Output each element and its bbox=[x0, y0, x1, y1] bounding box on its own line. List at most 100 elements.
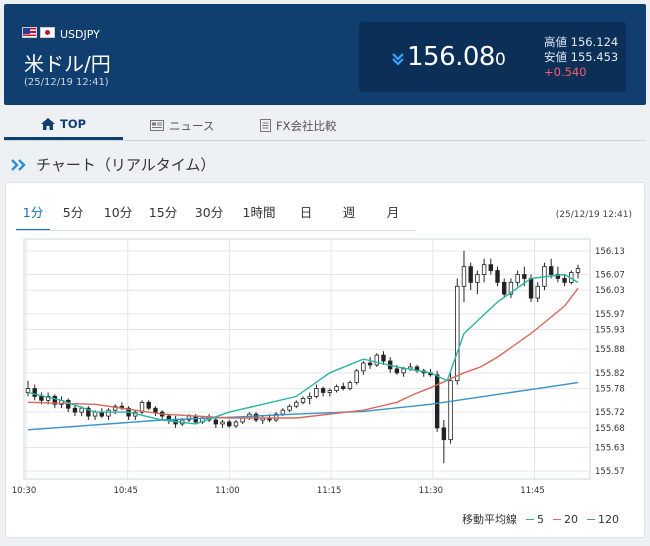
y-tick-label: 155.78 bbox=[595, 385, 625, 395]
interval-4[interactable]: 30分 bbox=[194, 205, 224, 220]
rate-box: 156.080 高値 156.124 安値 155.453 +0.540 bbox=[359, 22, 626, 92]
double-chevron-icon bbox=[11, 158, 26, 171]
candle-body bbox=[227, 421, 232, 427]
candle-body bbox=[508, 281, 514, 295]
candle-body bbox=[39, 396, 44, 401]
candle-body bbox=[502, 281, 507, 295]
interval-6[interactable]: 日 bbox=[299, 205, 313, 220]
legend-ma120-label: 120 bbox=[598, 512, 619, 526]
chart-timestamp: (25/12/19 12:41) bbox=[555, 210, 632, 220]
pair-name: 米ドル/円 bbox=[24, 52, 111, 76]
candle-body bbox=[515, 274, 520, 283]
candle-body bbox=[106, 409, 111, 417]
candlestick-chart: 156.13 156.07 156.03 155.97 155.93 155.88 155.… bbox=[12, 238, 625, 496]
candle-body bbox=[334, 386, 339, 391]
candle-body bbox=[562, 278, 567, 283]
low-label: 安値 bbox=[544, 50, 567, 64]
legend-item-ma120: 120 bbox=[583, 513, 619, 526]
interval-7[interactable]: 週 bbox=[342, 205, 356, 220]
chart-card: 1分 5分 10分 15分 30分 1時間日週月 (25/12/19 12:41) 156… bbox=[5, 182, 645, 538]
tab-fx-label: FX会社比較 bbox=[276, 118, 337, 133]
legend-label: 移動平均線 bbox=[462, 513, 517, 526]
x-tick-label: 10:45 bbox=[113, 486, 138, 496]
candle-body bbox=[341, 386, 346, 389]
candle-body bbox=[495, 270, 500, 283]
candle-body bbox=[434, 374, 440, 429]
candle-body bbox=[79, 407, 84, 413]
candle-body bbox=[153, 407, 158, 413]
plot-frame bbox=[23, 238, 591, 480]
candle-body bbox=[528, 278, 534, 299]
tab-top-label: TOP bbox=[59, 117, 87, 131]
candle-body bbox=[52, 396, 58, 405]
candle-body bbox=[488, 264, 494, 271]
ma5-line bbox=[27, 273, 579, 425]
interval-1[interactable]: 5分 bbox=[62, 205, 84, 220]
candle-body bbox=[320, 388, 326, 393]
high-label: 高値 bbox=[544, 35, 567, 49]
legend-item-ma20: 20 bbox=[549, 513, 578, 526]
us-flag-icon bbox=[22, 27, 37, 38]
price-change: +0.540 bbox=[544, 65, 587, 79]
candle-body bbox=[253, 413, 259, 421]
tab-news[interactable]: ニュース bbox=[150, 111, 214, 140]
y-tick-label: 155.63 bbox=[595, 444, 625, 454]
tab-bar: TOP ニュース FX会社比較 bbox=[4, 111, 646, 141]
interval-3[interactable]: 15分 bbox=[148, 205, 178, 220]
interval-8[interactable]: 月 bbox=[386, 205, 400, 220]
x-tick-label: 11:15 bbox=[317, 486, 342, 496]
tab-top[interactable]: TOP bbox=[4, 111, 123, 140]
candle-body bbox=[461, 266, 467, 287]
candle-body bbox=[213, 419, 219, 425]
candle-body bbox=[455, 285, 460, 382]
high-value: 156.124 bbox=[570, 35, 619, 49]
y-tick-label: 155.88 bbox=[595, 345, 625, 355]
y-tick-label: 155.57 bbox=[595, 467, 625, 477]
high-price: 高値 156.124 bbox=[544, 34, 618, 50]
quote-timestamp: (25/12/19 12:41) bbox=[24, 77, 109, 88]
y-tick-label: 155.97 bbox=[595, 310, 625, 320]
low-value: 155.453 bbox=[570, 50, 619, 64]
newspaper-icon bbox=[150, 120, 164, 131]
candle-body bbox=[394, 368, 400, 374]
candle-body bbox=[354, 370, 359, 384]
candle-body bbox=[468, 266, 473, 283]
candle-body bbox=[273, 413, 279, 421]
y-tick-label: 156.07 bbox=[595, 270, 625, 280]
candle-body bbox=[327, 390, 333, 393]
x-tick-label: 11:00 bbox=[215, 486, 240, 496]
currency-flags bbox=[22, 27, 55, 38]
candle-body bbox=[401, 368, 406, 374]
candle-body bbox=[300, 397, 306, 403]
candle-body bbox=[112, 405, 118, 411]
y-tick-label: 155.82 bbox=[595, 369, 625, 379]
pair-code: USDJPY bbox=[60, 28, 100, 41]
candle-body bbox=[361, 362, 366, 372]
candle-body bbox=[220, 421, 225, 425]
legend-item-ma5: 5 bbox=[522, 513, 544, 526]
tab-fx-comparison[interactable]: FX会社比較 bbox=[260, 111, 337, 140]
candle-body bbox=[25, 388, 31, 393]
low-price: 安値 155.453 bbox=[544, 49, 618, 65]
interval-underline bbox=[16, 230, 416, 231]
candle-body bbox=[475, 274, 480, 283]
quote-header: USDJPY 米ドル/円 (25/12/19 12:41) 156.080 高値… bbox=[4, 4, 646, 105]
y-tick-label: 156.03 bbox=[595, 286, 625, 296]
ma120-line bbox=[27, 381, 579, 431]
candle-body bbox=[481, 264, 487, 275]
candle-body bbox=[139, 401, 145, 413]
jp-flag-icon bbox=[40, 27, 55, 38]
candle-body bbox=[307, 396, 312, 399]
candle-body bbox=[146, 401, 151, 409]
down-arrow-icon bbox=[392, 53, 404, 66]
candle-body bbox=[555, 274, 561, 279]
candle-body bbox=[280, 409, 286, 415]
current-rate: 156.080 bbox=[407, 42, 506, 72]
interval-2[interactable]: 10分 bbox=[103, 205, 133, 220]
x-tick-label: 11:45 bbox=[520, 486, 545, 496]
x-tick-label: 10:30 bbox=[12, 486, 37, 496]
candle-body bbox=[287, 405, 292, 411]
interval-5[interactable]: 1時間 bbox=[242, 205, 276, 220]
rate-last-digit: 0 bbox=[494, 50, 506, 70]
candle-body bbox=[86, 407, 91, 417]
